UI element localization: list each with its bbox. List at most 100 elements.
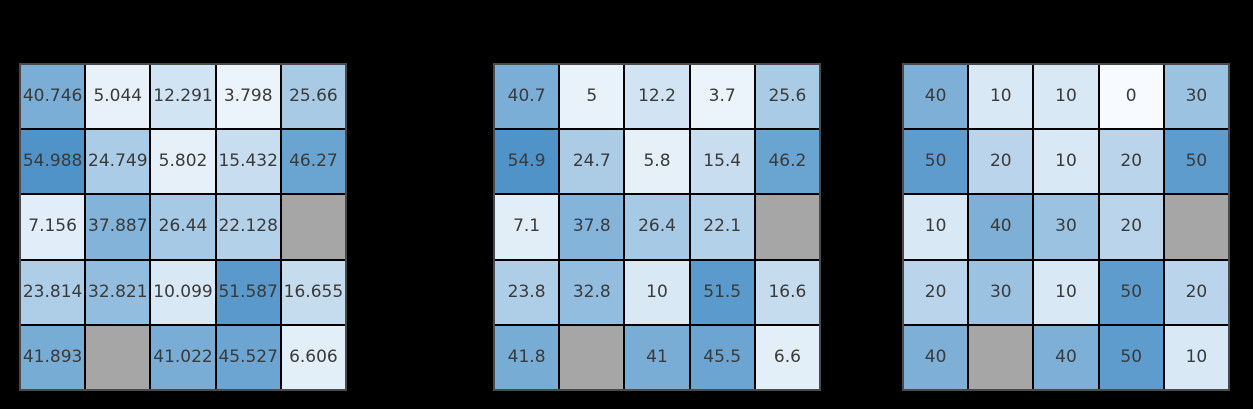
cell-value-label: 10 xyxy=(1055,86,1077,107)
cell-value-label: 10 xyxy=(989,86,1012,107)
heatmap-cell: 6.6 xyxy=(755,325,819,389)
heatmap-cell xyxy=(560,325,624,389)
cell-value-label: 40.7 xyxy=(507,86,546,107)
cell-value-label: 46.2 xyxy=(768,151,807,172)
cell-value-label: 12.291 xyxy=(153,86,213,107)
heatmap-cell: 20 xyxy=(1099,130,1163,194)
heatmap-cell: 50 xyxy=(1099,325,1163,389)
cell-value-label: 50 xyxy=(924,151,947,172)
cell-value-label: 25.6 xyxy=(768,86,807,107)
cell-value-label: 54.988 xyxy=(22,151,83,172)
heatmap-cell: 40.746 xyxy=(21,65,85,129)
heatmap-cell: 7.156 xyxy=(21,195,85,259)
heatmap-cell: 6.606 xyxy=(281,325,345,389)
heatmap-cell: 5.802 xyxy=(151,130,215,194)
heatmap-cell: 23.8 xyxy=(495,260,559,324)
heatmap-one-decimal: 40.7 5 12.2 3.7 25.6 54.9 24.7 5.8 15.4 46.2 7.1 37… xyxy=(493,63,821,391)
heatmap-rounded-tens: 40 10 10 0 30 50 20 10 20 50 10 40 30 20 20 30 10 50 20 40 4… xyxy=(902,63,1230,391)
cell-value-label: 3.7 xyxy=(708,86,736,107)
cell-value-label: 46.27 xyxy=(289,151,338,172)
cell-value-label: 25.66 xyxy=(289,86,338,107)
heatmap-cell: 37.8 xyxy=(560,195,624,259)
heatmap-cell: 5.044 xyxy=(86,65,150,129)
heatmap-cell: 32.8 xyxy=(560,260,624,324)
heatmap-cell: 25.66 xyxy=(281,65,345,129)
heatmap-cell: 37.887 xyxy=(86,195,150,259)
cell-value-label: 16.6 xyxy=(768,281,807,302)
heatmap-cell: 45.5 xyxy=(690,325,754,389)
cell-value-label: 5.044 xyxy=(93,86,143,107)
heatmap-cell: 30 xyxy=(969,260,1033,324)
cell-value-label: 40 xyxy=(924,346,947,367)
heatmap-cell: 46.2 xyxy=(755,130,819,194)
heatmap-cell: 20 xyxy=(1164,260,1228,324)
cell-value-label: 37.887 xyxy=(88,216,148,237)
cell-value-label: 51.5 xyxy=(703,281,742,302)
cell-value-label: 10 xyxy=(1185,346,1208,367)
cell-value-label: 7.1 xyxy=(513,216,541,237)
cell-value-label: 20 xyxy=(1120,216,1143,237)
cell-value-label: 45.527 xyxy=(218,346,278,367)
cell-value-label: 22.1 xyxy=(703,216,742,237)
heatmap-cell: 23.814 xyxy=(21,260,85,324)
cell-value-label: 10 xyxy=(924,216,947,237)
heatmap-cell: 40 xyxy=(969,195,1033,259)
heatmap-cell: 10 xyxy=(1164,325,1228,389)
heatmap-cell: 15.432 xyxy=(216,130,280,194)
cell-value-label: 5.8 xyxy=(643,151,671,172)
cell-value-label: 50 xyxy=(1185,151,1208,172)
heatmap-cell: 45.527 xyxy=(216,325,280,389)
cell-value-label: 6.6 xyxy=(773,346,801,367)
heatmap-cell: 51.5 xyxy=(690,260,754,324)
cell-value-label: 5 xyxy=(586,86,598,107)
cell-value-label: 23.814 xyxy=(22,281,83,302)
cell-value-label: 12.2 xyxy=(638,86,676,107)
heatmap-cell xyxy=(969,325,1033,389)
cell-value-label: 30 xyxy=(989,281,1012,302)
cell-value-label: 15.4 xyxy=(703,151,742,172)
heatmap-cell: 10 xyxy=(904,195,968,259)
heatmap-cell: 24.7 xyxy=(560,130,624,194)
cell-value-label: 26.44 xyxy=(158,216,208,237)
cell-value-label: 50 xyxy=(1120,346,1143,367)
cell-value-label: 41.893 xyxy=(22,346,83,367)
heatmap-cell: 41.8 xyxy=(495,325,559,389)
heatmap-cell: 30 xyxy=(1034,195,1098,259)
heatmap-cell: 40.7 xyxy=(495,65,559,129)
cell-value-label: 41.8 xyxy=(507,346,546,367)
heatmap-cell: 50 xyxy=(1164,130,1228,194)
heatmap-cell: 41 xyxy=(625,325,689,389)
heatmap-cell: 10 xyxy=(1034,260,1098,324)
cell-value-label: 40 xyxy=(989,216,1012,237)
heatmap-cell: 0 xyxy=(1099,65,1163,129)
heatmap-cell: 26.44 xyxy=(151,195,215,259)
cell-value-label: 26.4 xyxy=(638,216,676,237)
heatmap-cell: 3.798 xyxy=(216,65,280,129)
heatmap-cell: 40 xyxy=(904,325,968,389)
cell-value-label: 41.022 xyxy=(153,346,213,367)
cell-value-label: 40 xyxy=(1055,346,1077,367)
cell-value-label: 20 xyxy=(1185,281,1208,302)
heatmap-cell: 12.291 xyxy=(151,65,215,129)
heatmap-cell: 50 xyxy=(904,130,968,194)
heatmap-cell: 20 xyxy=(904,260,968,324)
cell-value-label: 54.9 xyxy=(507,151,546,172)
cell-value-label: 0 xyxy=(1125,86,1137,107)
heatmap-cell: 41.893 xyxy=(21,325,85,389)
cell-value-label: 37.8 xyxy=(572,216,611,237)
heatmap-cell: 10 xyxy=(969,65,1033,129)
heatmap-cell: 16.6 xyxy=(755,260,819,324)
cell-value-label: 10.099 xyxy=(153,281,213,302)
heatmap-cell: 22.1 xyxy=(690,195,754,259)
cell-value-label: 10 xyxy=(646,281,668,302)
cell-value-label: 24.749 xyxy=(88,151,148,172)
cell-value-label: 51.587 xyxy=(218,281,278,302)
cell-value-label: 20 xyxy=(1120,151,1143,172)
heatmap-cell: 51.587 xyxy=(216,260,280,324)
cell-value-label: 6.606 xyxy=(289,346,338,367)
cell-value-label: 10 xyxy=(1055,151,1077,172)
heatmap-cell: 20 xyxy=(969,130,1033,194)
cell-value-label: 15.432 xyxy=(218,151,278,172)
cell-value-label: 20 xyxy=(924,281,947,302)
